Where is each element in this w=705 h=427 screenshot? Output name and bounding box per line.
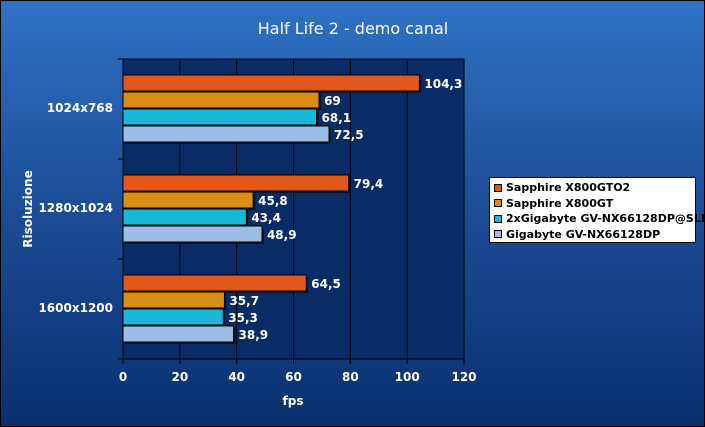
- legend-item: Gigabyte GV-NX66128DP: [494, 227, 691, 243]
- x-tick-label: 40: [228, 370, 245, 384]
- data-label: 79,4: [354, 177, 384, 191]
- bar: [122, 208, 247, 226]
- bar: [122, 291, 225, 309]
- data-label: 45,8: [258, 194, 288, 208]
- data-label: 38,9: [239, 328, 269, 342]
- legend-swatch: [494, 230, 502, 239]
- legend-label: Gigabyte GV-NX66128DP: [506, 227, 661, 241]
- x-tick-label: 80: [342, 370, 359, 384]
- legend-swatch: [494, 183, 502, 192]
- data-label: 104,3: [424, 77, 462, 91]
- legend-item: 2xGigabyte GV-NX66128DP@SLI: [494, 211, 705, 227]
- data-label: 64,5: [311, 277, 341, 291]
- bars: 104,3 69 68,1 72,5 79,4 45,8 43,4 48,9 64,5 35,7 3…: [122, 74, 462, 344]
- data-label: 35,7: [229, 294, 259, 308]
- y-axis-label: Risoluzione: [21, 170, 35, 247]
- legend-label: Sapphire X800GT: [506, 196, 614, 210]
- bar: [122, 325, 235, 343]
- bar: [122, 308, 224, 326]
- legend-swatch: [494, 199, 502, 208]
- axes: 0 20 40 60 80 100 120 1024x768 1280x1024 1600x120…: [38, 58, 477, 384]
- x-tick-label: 20: [171, 370, 188, 384]
- bar: [122, 174, 350, 192]
- bar: [122, 191, 254, 209]
- data-label: 72,5: [334, 128, 364, 142]
- y-category-label: 1280x1024: [38, 201, 113, 215]
- y-category-label: 1024x768: [47, 101, 113, 115]
- legend-label: 2xGigabyte GV-NX66128DP@SLI: [506, 212, 705, 226]
- bar: [122, 225, 263, 243]
- x-tick-label: 60: [285, 370, 302, 384]
- legend-label: Sapphire X800GTO2: [506, 181, 631, 195]
- x-axis-label: fps: [283, 394, 304, 408]
- legend: Sapphire X800GTO2 Sapphire X800GT 2xGigaby…: [489, 177, 705, 243]
- data-label: 68,1: [322, 111, 352, 125]
- data-label: 43,4: [251, 211, 281, 225]
- data-label: 69: [324, 94, 341, 108]
- bar: [122, 108, 318, 126]
- x-tick-label: 100: [395, 370, 420, 384]
- y-category-label: 1600x1200: [38, 301, 113, 315]
- legend-swatch: [494, 214, 502, 223]
- x-tick-label: 120: [451, 370, 476, 384]
- legend-item: Sapphire X800GTO2: [494, 180, 691, 196]
- chart-title: Half Life 2 - demo canal: [258, 19, 449, 38]
- data-label: 35,3: [228, 311, 258, 325]
- x-tick-label: 0: [119, 370, 127, 384]
- bar: [122, 74, 420, 92]
- bar: [122, 274, 307, 292]
- bar: [122, 91, 320, 109]
- data-label: 48,9: [267, 228, 297, 242]
- bar: [122, 125, 330, 143]
- legend-item: Sapphire X800GT: [494, 196, 691, 212]
